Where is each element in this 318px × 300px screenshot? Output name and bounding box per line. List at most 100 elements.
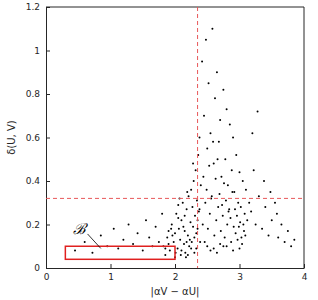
point [227,184,229,186]
annotation-arrow [88,234,101,248]
tick: 0.6 [26,133,50,143]
point [209,132,211,134]
plot-background [46,7,304,268]
point [233,226,235,228]
point [171,224,173,226]
point [191,206,193,208]
point [158,241,160,243]
point [186,208,188,210]
point [204,202,206,204]
point [180,250,182,252]
tick-label: 0.6 [26,133,41,143]
tick-mark [46,138,50,139]
tick-label: 2 [173,272,179,282]
point [245,189,247,191]
point [193,252,195,254]
point [208,165,210,167]
point [206,189,208,191]
point [232,250,234,252]
point [217,206,219,208]
point [199,241,201,243]
point [206,147,208,149]
point [208,82,210,84]
point [246,219,248,221]
point [235,154,237,156]
point [178,228,180,230]
point [185,256,187,258]
point [188,195,190,197]
point [183,243,185,245]
point [195,169,197,171]
tick: 0.4 [26,176,50,186]
point [225,200,227,202]
point [271,219,273,221]
point [235,232,237,234]
point [168,230,170,232]
tick-mark [111,264,112,268]
point [174,232,176,234]
point [188,245,190,247]
tick-mark [46,94,50,95]
point [200,184,202,186]
point [148,237,150,239]
point [222,89,224,91]
point [204,241,206,243]
point [226,108,228,110]
region-box [65,246,175,259]
reference-line [197,7,198,268]
point [74,250,76,252]
point [209,250,211,252]
point [195,232,197,234]
point [220,176,222,178]
point [226,224,228,226]
point [243,230,245,232]
point [242,224,244,226]
point [197,228,199,230]
axis-line [47,268,305,269]
tick-label: 3 [237,272,243,282]
point [216,252,218,254]
data-layer [46,7,304,268]
point [290,245,292,247]
tick-label: 0.4 [26,176,41,186]
point [179,239,181,241]
point [164,254,166,256]
point [215,219,217,221]
point [219,193,221,195]
point [100,234,102,236]
tick-label: 1.2 [26,2,40,12]
point [84,241,86,243]
point [280,224,282,226]
frame [46,7,304,8]
point [132,243,134,245]
point [240,206,242,208]
point [220,230,222,232]
point [182,226,184,228]
point [223,182,225,184]
point [211,28,213,30]
point [193,180,195,182]
tick-label: 1 [34,46,40,56]
point [229,217,231,219]
point [205,39,207,41]
tick-mark [46,268,50,269]
point [242,180,244,182]
point [251,132,253,134]
point [219,119,221,121]
point [284,241,286,243]
point [173,241,175,243]
point [216,71,218,73]
tick-mark [46,51,50,52]
point [177,247,179,249]
point [171,234,173,236]
point [192,226,194,228]
point [198,210,200,212]
point [264,206,266,208]
point [190,247,192,249]
point [191,241,193,243]
tick-label: 0 [34,263,40,273]
point [212,141,214,143]
tick-label: 1 [108,272,114,282]
point [91,252,93,254]
point [219,243,221,245]
